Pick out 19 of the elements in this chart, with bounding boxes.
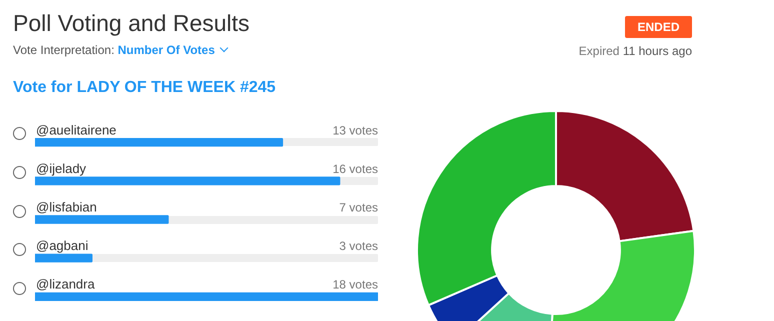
data-label: 18 votes — [332, 278, 378, 292]
y-tick-label: @ijelady — [36, 160, 87, 176]
text: Number Of Votes — [118, 43, 215, 57]
y-tick-label: @lizandra — [36, 276, 96, 292]
chart-title: Poll Voting and Results — [13, 10, 250, 37]
y-tick-label: @agbani — [36, 238, 88, 254]
text: Vote Interpretation: — [13, 43, 114, 57]
data-label: 16 votes — [332, 162, 378, 176]
y-tick-label: @auelitairene — [36, 122, 116, 138]
text: ENDED — [625, 16, 692, 38]
y-tick-label: @lisfabian — [36, 200, 97, 214]
bar — [35, 292, 378, 302]
text: Expired — [578, 44, 620, 58]
chart-subtitle: Vote for LADY OF THE WEEK #245 — [13, 79, 276, 97]
data-label: 7 votes — [339, 200, 378, 214]
text: 11 hours ago — [622, 44, 692, 58]
data-label: 3 votes — [339, 239, 378, 254]
bar — [35, 254, 92, 262]
data-label: 13 votes — [332, 123, 378, 138]
